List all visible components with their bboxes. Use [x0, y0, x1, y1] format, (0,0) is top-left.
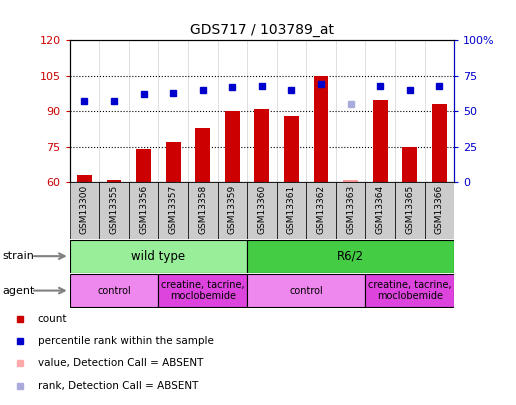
- Text: GSM13356: GSM13356: [139, 185, 148, 234]
- Text: GSM13358: GSM13358: [198, 185, 207, 234]
- Bar: [395, 182, 425, 239]
- Bar: [314, 76, 328, 182]
- Text: R6/2: R6/2: [337, 249, 364, 263]
- Text: wild type: wild type: [131, 249, 185, 263]
- Text: rank, Detection Call = ABSENT: rank, Detection Call = ABSENT: [38, 381, 198, 391]
- Text: GSM13363: GSM13363: [346, 185, 355, 234]
- Bar: [284, 116, 299, 182]
- Bar: [158, 274, 247, 307]
- Text: GSM13365: GSM13365: [405, 185, 414, 234]
- Text: strain: strain: [3, 251, 35, 261]
- Text: GSM13364: GSM13364: [376, 185, 384, 234]
- Title: GDS717 / 103789_at: GDS717 / 103789_at: [190, 23, 334, 37]
- Text: control: control: [97, 286, 131, 296]
- Bar: [365, 274, 454, 307]
- Bar: [129, 182, 158, 239]
- Bar: [343, 180, 358, 182]
- Text: value, Detection Call = ABSENT: value, Detection Call = ABSENT: [38, 358, 203, 369]
- Bar: [218, 182, 247, 239]
- Bar: [158, 182, 188, 239]
- Bar: [432, 104, 447, 182]
- Bar: [77, 175, 92, 182]
- Text: creatine, tacrine,
moclobemide: creatine, tacrine, moclobemide: [161, 280, 245, 301]
- Text: agent: agent: [3, 286, 35, 296]
- Bar: [254, 109, 269, 182]
- Bar: [373, 100, 388, 182]
- Text: GSM13366: GSM13366: [435, 185, 444, 234]
- Bar: [277, 182, 306, 239]
- Bar: [336, 182, 365, 239]
- Text: GSM13300: GSM13300: [80, 185, 89, 234]
- Bar: [247, 240, 454, 273]
- Text: count: count: [38, 314, 67, 324]
- Text: GSM13361: GSM13361: [287, 185, 296, 234]
- Text: percentile rank within the sample: percentile rank within the sample: [38, 336, 214, 346]
- Bar: [70, 182, 99, 239]
- Bar: [70, 274, 158, 307]
- Bar: [425, 182, 454, 239]
- Bar: [136, 149, 151, 182]
- Text: GSM13362: GSM13362: [316, 185, 326, 234]
- Bar: [225, 111, 240, 182]
- Text: GSM13355: GSM13355: [109, 185, 119, 234]
- Bar: [70, 240, 247, 273]
- Text: GSM13359: GSM13359: [228, 185, 237, 234]
- Bar: [99, 182, 129, 239]
- Bar: [306, 182, 336, 239]
- Bar: [188, 182, 218, 239]
- Bar: [365, 182, 395, 239]
- Text: GSM13357: GSM13357: [169, 185, 178, 234]
- Bar: [196, 128, 210, 182]
- Text: GSM13360: GSM13360: [257, 185, 266, 234]
- Bar: [247, 274, 365, 307]
- Text: creatine, tacrine,
moclobemide: creatine, tacrine, moclobemide: [368, 280, 452, 301]
- Bar: [166, 142, 181, 182]
- Bar: [107, 180, 121, 182]
- Bar: [247, 182, 277, 239]
- Text: control: control: [289, 286, 323, 296]
- Bar: [402, 147, 417, 182]
